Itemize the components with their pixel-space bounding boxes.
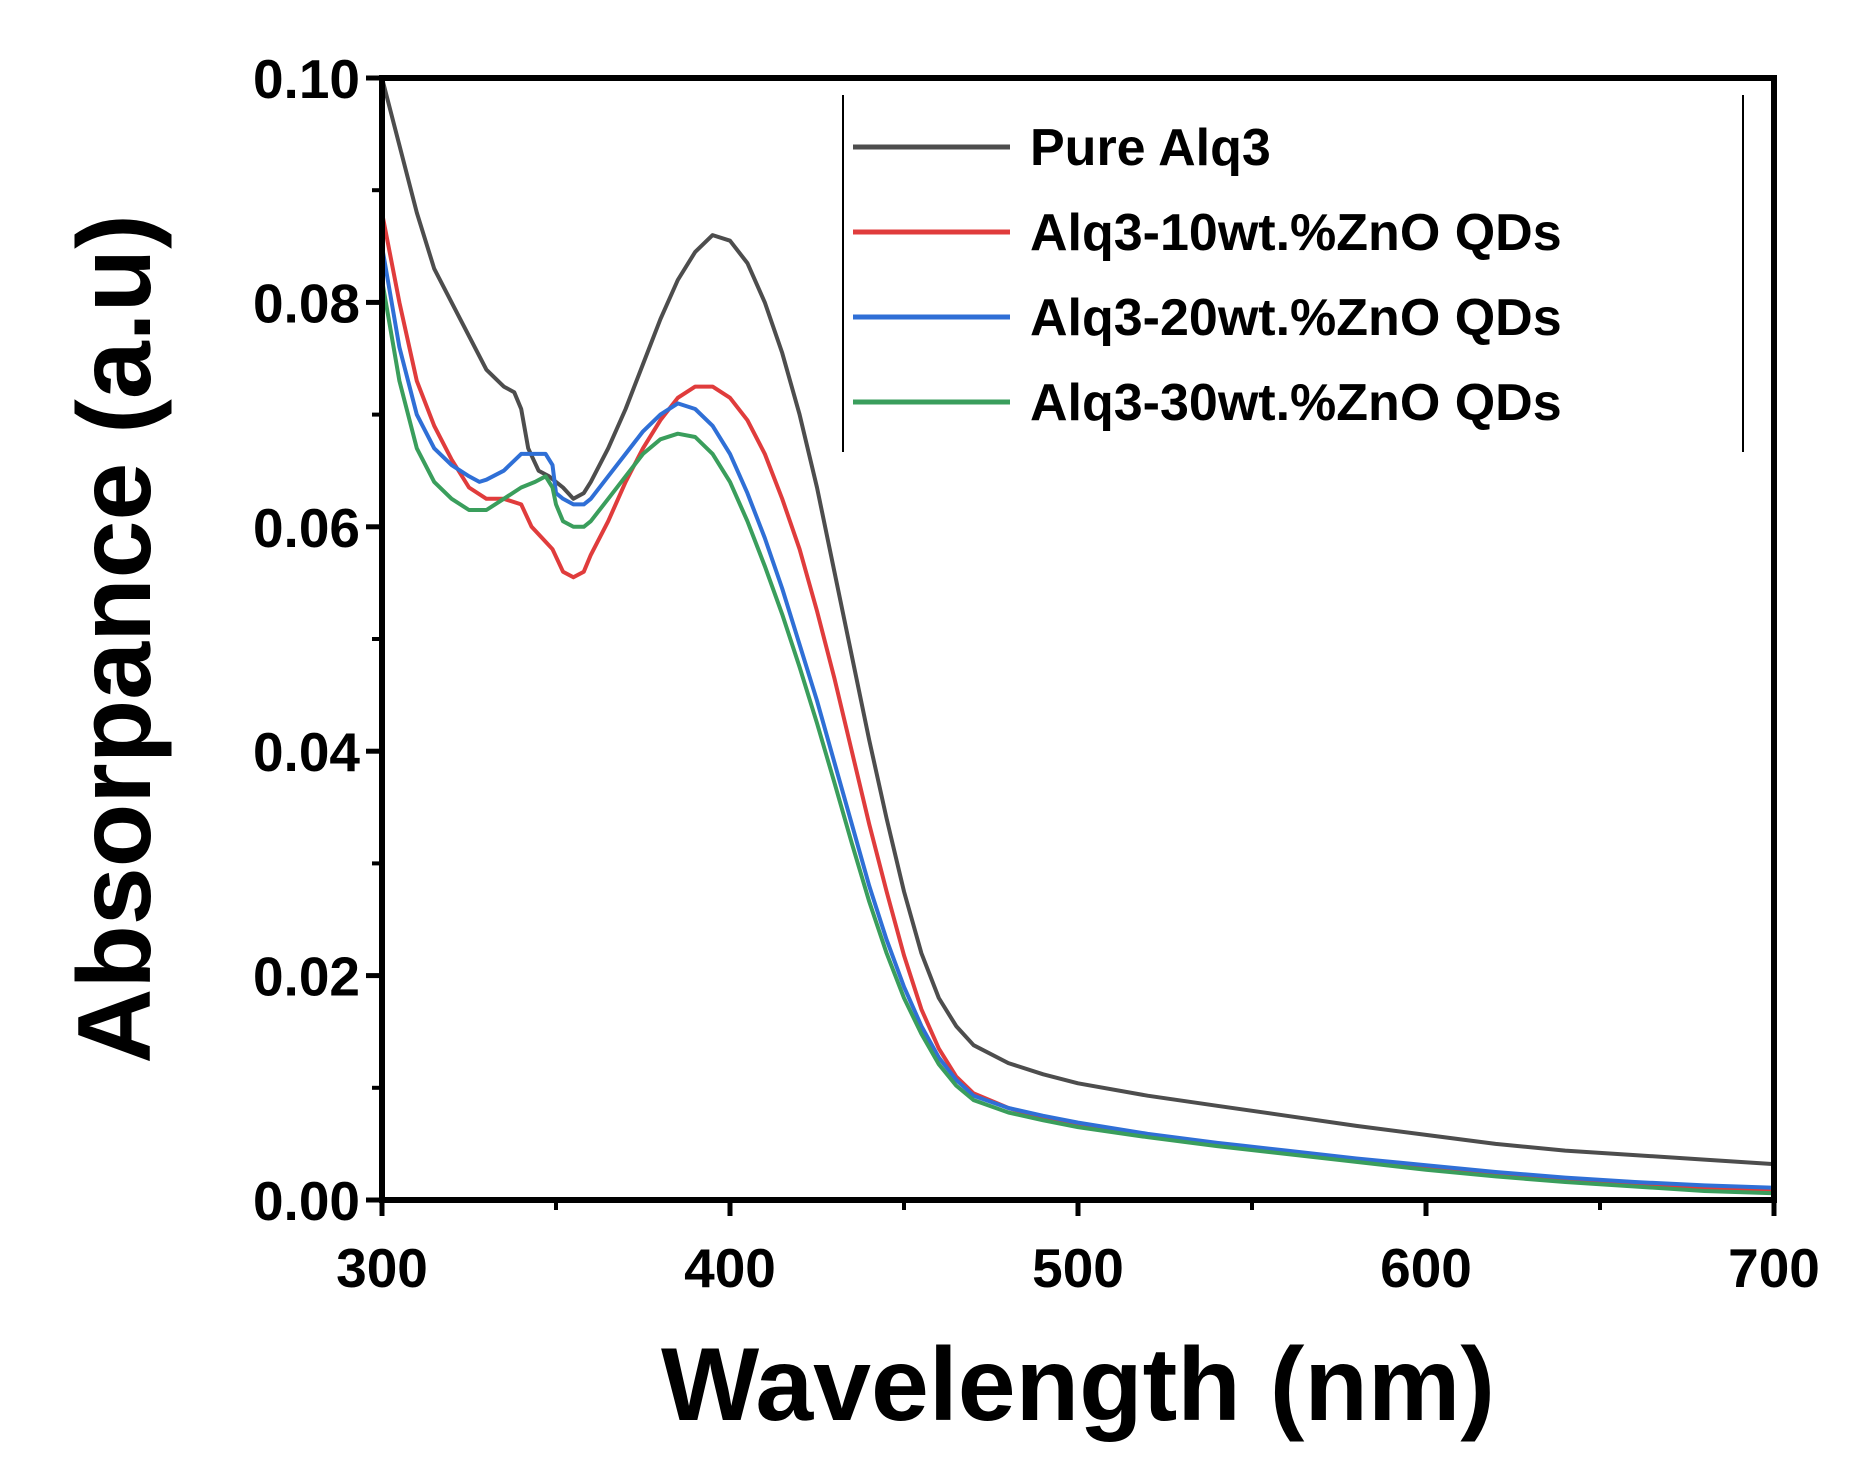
series-line-2 (380, 212, 1775, 1193)
legend: Pure Alq3 Alq3-10wt.%ZnO QDs Alq3-20wt.%Zn… (842, 95, 1744, 452)
legend-label-4: Alq3-30wt.%ZnO QDs (1030, 374, 1562, 432)
y-tick-label: 0.02 (253, 946, 360, 1008)
y-tick-label: 0.06 (253, 497, 360, 559)
legend-label-3: Alq3-20wt.%ZnO QDs (1030, 289, 1562, 347)
x-axis-title: Wavelength (nm) (661, 1327, 1495, 1443)
plot-frame (379, 75, 1777, 1203)
x-tick-label: 600 (1380, 1237, 1472, 1299)
y-tick-label: 0.00 (253, 1170, 360, 1232)
series-line-4 (380, 279, 1775, 1196)
x-tick-label: 700 (1728, 1237, 1820, 1299)
x-tick-label: 500 (1032, 1237, 1124, 1299)
y-tick-labels: 0.00 0.02 0.04 0.06 0.08 0.10 (253, 48, 360, 1232)
x-tick-label: 400 (684, 1237, 776, 1299)
series-lines (380, 77, 1775, 1196)
y-tick-label: 0.10 (253, 48, 360, 110)
x-tick-labels: 300 400 500 600 700 (336, 1237, 1820, 1299)
y-tick-label: 0.04 (253, 721, 360, 783)
series-line-3 (380, 245, 1775, 1190)
x-tick-label: 300 (336, 1237, 428, 1299)
y-tick-label: 0.08 (253, 272, 360, 334)
legend-label-2: Alq3-10wt.%ZnO QDs (1030, 204, 1562, 262)
series-line-1 (380, 77, 1775, 1167)
y-axis-title: Absorpance (a.u) (57, 214, 173, 1063)
legend-label-1: Pure Alq3 (1030, 119, 1271, 177)
